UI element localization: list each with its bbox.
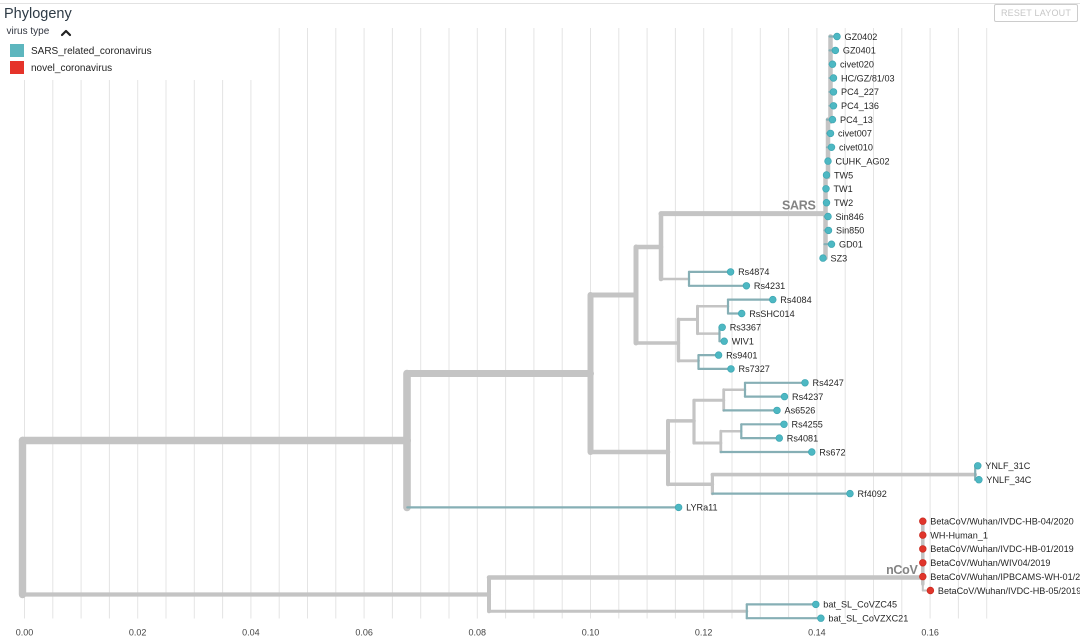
svg-text:0.06: 0.06 — [355, 628, 373, 638]
svg-text:BetaCoV/Wuhan/WIV04/2019: BetaCoV/Wuhan/WIV04/2019 — [930, 558, 1050, 568]
svg-text:PC4_136: PC4_136 — [841, 101, 879, 111]
svg-text:TW2: TW2 — [834, 198, 853, 208]
svg-text:Rf4092: Rf4092 — [858, 489, 887, 499]
svg-text:GD01: GD01 — [839, 240, 863, 250]
svg-text:Rs4237: Rs4237 — [792, 392, 823, 402]
svg-text:WIV1: WIV1 — [732, 337, 754, 347]
svg-text:PC4_13: PC4_13 — [840, 115, 873, 125]
svg-text:Rs4084: Rs4084 — [780, 295, 811, 305]
svg-text:PC4_227: PC4_227 — [841, 87, 879, 97]
svg-text:TW1: TW1 — [834, 184, 853, 194]
svg-text:0.16: 0.16 — [921, 628, 939, 638]
svg-text:GZ0401: GZ0401 — [843, 46, 876, 56]
svg-text:bat_SL_CoVZC45: bat_SL_CoVZC45 — [823, 600, 897, 610]
svg-text:civet007: civet007 — [838, 129, 872, 139]
svg-text:0.08: 0.08 — [469, 628, 487, 638]
svg-text:YNLF_31C: YNLF_31C — [985, 461, 1030, 471]
svg-text:0.14: 0.14 — [808, 628, 826, 638]
svg-text:Rs4255: Rs4255 — [792, 420, 823, 430]
svg-text:BetaCoV/Wuhan/IPBCAMS-WH-01/2: BetaCoV/Wuhan/IPBCAMS-WH-01/2 — [930, 572, 1080, 582]
svg-text:HC/GZ/81/03: HC/GZ/81/03 — [841, 73, 895, 83]
svg-text:Rs672: Rs672 — [819, 447, 845, 457]
svg-text:Rs7327: Rs7327 — [739, 364, 770, 374]
svg-text:bat_SL_CoVZXC21: bat_SL_CoVZXC21 — [828, 614, 908, 624]
svg-text:Rs4874: Rs4874 — [738, 267, 769, 277]
svg-text:Rs4247: Rs4247 — [813, 378, 844, 388]
svg-text:civet010: civet010 — [839, 143, 873, 153]
svg-text:Rs4231: Rs4231 — [754, 281, 785, 291]
svg-text:TW5: TW5 — [834, 170, 853, 180]
svg-text:0.00: 0.00 — [16, 628, 34, 638]
svg-text:BetaCoV/Wuhan/IVDC-HB-05/2019: BetaCoV/Wuhan/IVDC-HB-05/2019 — [938, 586, 1080, 596]
svg-text:LYRa11: LYRa11 — [686, 503, 718, 513]
svg-text:civet020: civet020 — [840, 60, 874, 70]
svg-text:0.12: 0.12 — [695, 628, 713, 638]
svg-text:Sin846: Sin846 — [836, 212, 864, 222]
svg-text:0.02: 0.02 — [129, 628, 147, 638]
svg-text:BetaCoV/Wuhan/IVDC-HB-01/2019: BetaCoV/Wuhan/IVDC-HB-01/2019 — [930, 544, 1073, 554]
svg-text:SARS: SARS — [782, 199, 816, 213]
svg-text:Rs3367: Rs3367 — [730, 323, 761, 333]
svg-text:Rs4081: Rs4081 — [787, 433, 818, 443]
svg-text:YNLF_34C: YNLF_34C — [986, 475, 1031, 485]
svg-text:WH-Human_1: WH-Human_1 — [930, 530, 988, 540]
svg-text:As6526: As6526 — [785, 406, 816, 416]
svg-text:CUHK_AG02: CUHK_AG02 — [836, 156, 890, 166]
svg-text:0.04: 0.04 — [242, 628, 260, 638]
svg-text:Rs9401: Rs9401 — [726, 350, 757, 360]
svg-text:Sin850: Sin850 — [836, 226, 864, 236]
svg-text:GZ0402: GZ0402 — [845, 32, 878, 42]
svg-text:BetaCoV/Wuhan/IVDC-HB-04/2020: BetaCoV/Wuhan/IVDC-HB-04/2020 — [930, 517, 1073, 527]
svg-text:nCoV: nCoV — [886, 563, 918, 577]
svg-text:SZ3: SZ3 — [831, 253, 848, 263]
svg-text:RsSHC014: RsSHC014 — [749, 309, 795, 319]
svg-text:0.10: 0.10 — [582, 628, 600, 638]
